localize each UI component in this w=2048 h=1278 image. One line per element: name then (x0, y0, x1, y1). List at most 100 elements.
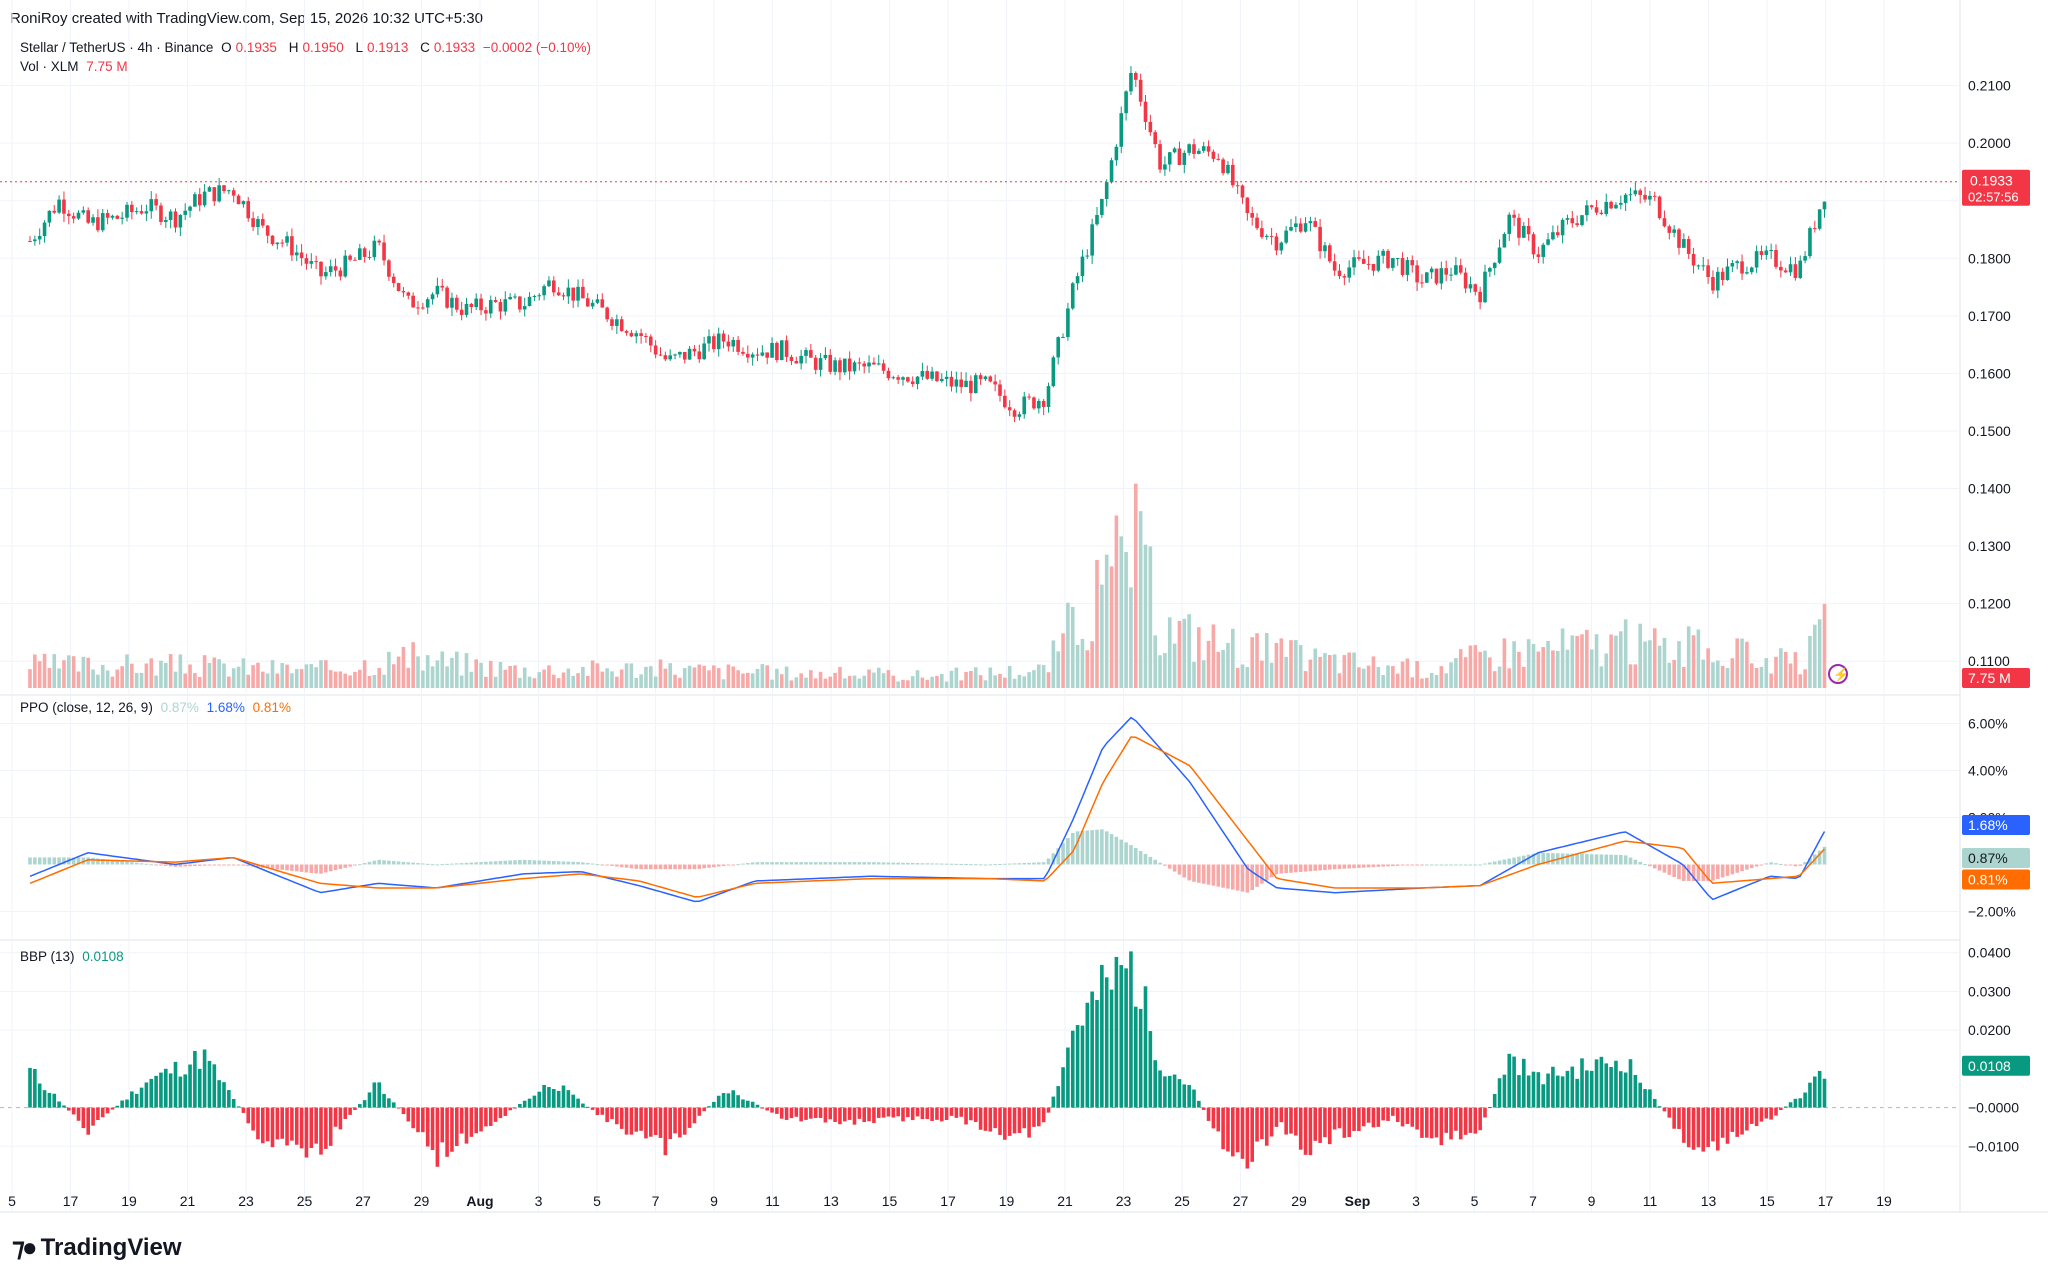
bbp-bar (547, 1087, 551, 1108)
ppo-hist-bar (692, 864, 697, 870)
candle-body (1565, 218, 1570, 220)
bbp-bar (1614, 1060, 1618, 1108)
candle-body (653, 345, 658, 355)
ppo-hist-bar (1764, 863, 1769, 865)
ppo-hist-bar (309, 864, 314, 873)
time-tick-label: 25 (297, 1193, 313, 1209)
tradingview-logo[interactable]: ⁊● TradingView (12, 1232, 182, 1263)
ppo-hist-bar (513, 860, 517, 865)
bbp-bar (1735, 1107, 1739, 1137)
candle-body (130, 204, 134, 213)
ppo-hist-bar (789, 862, 794, 865)
bbp-bar (1294, 1107, 1298, 1136)
candle-body (876, 363, 881, 365)
volume-bar (1100, 584, 1104, 688)
volume-bar (290, 673, 294, 688)
volume-bar (1415, 661, 1419, 688)
volume-label[interactable]: Vol · XLM (20, 59, 79, 74)
candle-body (1798, 260, 1803, 278)
ppo-hist-bar (1638, 861, 1642, 865)
candle-body (799, 355, 803, 364)
bbp-bar (770, 1107, 774, 1113)
bbp-bar (159, 1072, 163, 1108)
ppo-hist-bar (1337, 864, 1342, 869)
volume-bar (1696, 629, 1701, 688)
ppo-hist-bar (906, 862, 910, 865)
volume-bar (430, 666, 435, 688)
candle-body (275, 242, 280, 245)
bbp-label[interactable]: BBP (13) (20, 949, 75, 964)
bbp-bar (1197, 1100, 1201, 1108)
volume-bar (1730, 658, 1735, 688)
bbp-bar (348, 1107, 352, 1115)
ppo-hist-bar (1677, 864, 1681, 880)
price-tick-label: 0.1800 (1968, 250, 2011, 266)
ppo-hist-bar (930, 863, 934, 865)
bbp-bar (1158, 1070, 1162, 1108)
ppo-hist-bar (1260, 864, 1264, 884)
ppo-hist-bar (445, 863, 449, 865)
price-badge-bg (1962, 169, 2030, 206)
ppo-hist-bar (1046, 858, 1051, 865)
ppo-hist-bar (1783, 864, 1788, 866)
bbp-bar (416, 1107, 420, 1133)
candle-body (256, 219, 260, 228)
ppo-hist-bar (891, 862, 896, 865)
volume-bar (1391, 666, 1395, 688)
candle-body (1366, 263, 1371, 265)
ppo-hist-bar (222, 864, 226, 866)
volume-bar (1172, 643, 1177, 688)
candle-body (1347, 267, 1351, 278)
volume-bar (1245, 667, 1250, 688)
ppo-hist-bar (915, 863, 920, 865)
candle-body (663, 355, 668, 360)
ppo-hist-bar (120, 861, 124, 865)
candle-body (246, 201, 251, 219)
ppo-hist-bar (1376, 864, 1381, 867)
bbp-bar (1779, 1107, 1783, 1110)
ppo-hist-bar (1720, 864, 1725, 878)
bbp-bar (920, 1107, 925, 1120)
candle-body (1376, 255, 1381, 271)
bbp-bar (804, 1107, 808, 1120)
candle-body (1022, 396, 1027, 415)
ppo-hist-bar (1221, 864, 1225, 888)
bbp-bar (915, 1107, 920, 1117)
bbp-bar (1517, 1075, 1521, 1108)
symbol-label[interactable]: Stellar / TetherUS · 4h · Binance (20, 40, 214, 55)
bbp-bar (57, 1101, 61, 1108)
bbp-bar (280, 1107, 284, 1139)
candle-body (430, 294, 435, 300)
volume-bar (67, 655, 71, 688)
ppo-hist-bar (1284, 864, 1288, 874)
ppo-hist-bar (973, 864, 978, 866)
volume-bar (387, 651, 391, 688)
volume-bar (1269, 662, 1274, 688)
volume-bar (353, 671, 357, 688)
bbp-bar (333, 1107, 338, 1127)
candle-body (1488, 268, 1492, 272)
bbp-bar (532, 1095, 537, 1108)
ppo-hist-bar (1240, 864, 1245, 892)
bbp-bar (188, 1064, 192, 1108)
ppo-hist-bar (1657, 864, 1662, 871)
ppo-hist-bar (1759, 864, 1764, 866)
volume-bar (1725, 668, 1730, 688)
candle-body (1090, 224, 1094, 256)
candle-body (1526, 225, 1531, 235)
ppo-hist-bar (522, 859, 527, 865)
candle-body (1648, 195, 1652, 200)
bbp-bar (314, 1107, 318, 1144)
ppo-hist-bar (993, 864, 997, 866)
bbp-bar (1284, 1107, 1288, 1135)
time-tick-label: 19 (121, 1193, 137, 1209)
ppo-label[interactable]: PPO (close, 12, 26, 9) (20, 700, 153, 715)
candle-body (1245, 197, 1250, 214)
bbp-bar (716, 1095, 721, 1108)
candle-body (425, 299, 430, 308)
volume-bar (653, 676, 658, 688)
bbp-bar (1303, 1107, 1308, 1155)
candle-body (1512, 214, 1516, 218)
ppo-hist-bar (42, 857, 47, 865)
